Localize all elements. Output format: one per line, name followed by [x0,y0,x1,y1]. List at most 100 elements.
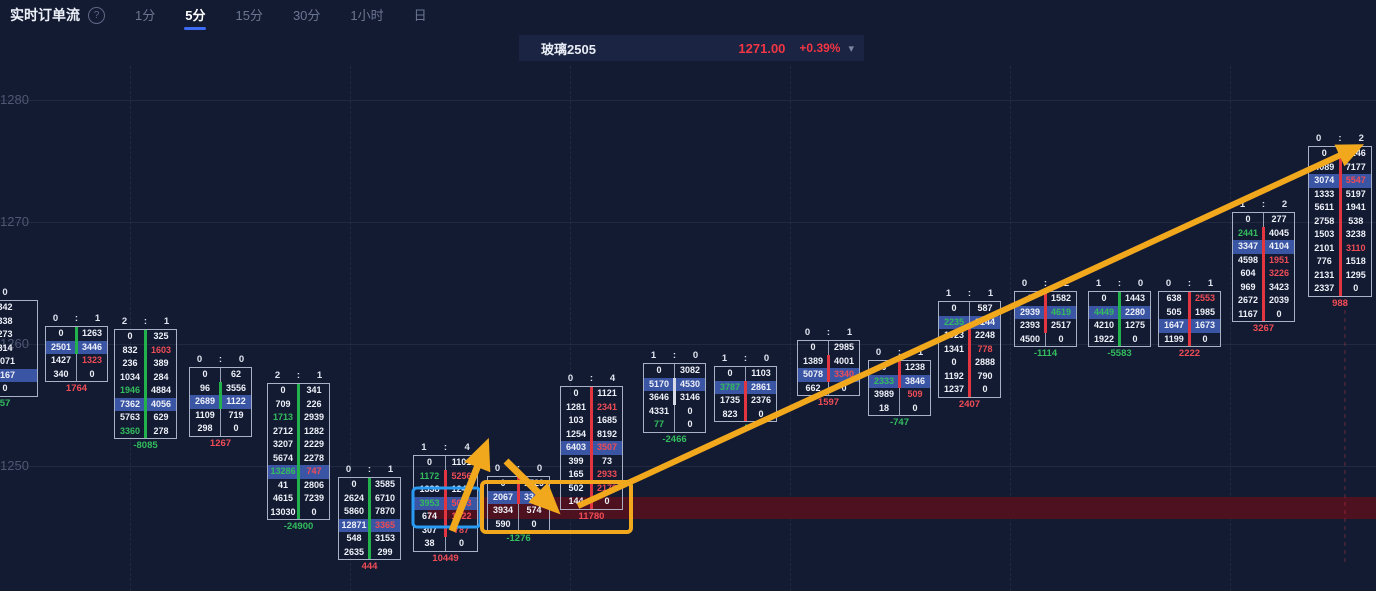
ask-volume: 1323 [76,354,107,368]
help-icon[interactable]: ? [88,6,105,24]
volume-row: 0 1103 [715,367,776,381]
imbalance-ratio: 1:0 [1095,278,1144,289]
ask-volume: 3556 [220,381,251,395]
footprint-column-18: 0:2 0 3146 4089 7177 3074 5547 1333 5197 5611 1941… [1308,133,1372,309]
imbalance-ratio: 0 [2,287,8,298]
footprint-column-9: 1:0 0 3082 5170 4530 3646 3146 4331 0 77 0 -2466 [643,350,706,445]
footprint-column-16: 0:1 638 2553 505 1985 1647 1673 1199 0 2222 [1158,278,1221,359]
ask-volume: 1243 [445,483,477,497]
bid-volume: 2635 [343,546,365,557]
delta-value: 444 [361,561,378,572]
ask-volume: 3365 [369,518,400,532]
ask-volume: 0 [298,505,329,519]
ask-volume: 0 [1263,307,1294,321]
bid-volume: 2333 [873,375,895,386]
bid-volume: 3934 [492,505,514,515]
gridline-h [0,466,1376,467]
ask-volume: 1603 [145,343,176,357]
ask-volume: 1238 [899,361,930,375]
ask-volume: 1122 [220,395,251,409]
volume-row: 662 0 [798,381,859,395]
candle-body-line [368,478,371,559]
bid-volume: 823 [722,408,738,419]
bid-volume: 2624 [343,492,365,503]
ask-volume: 3146 [1339,147,1372,161]
footprint-column-13: 1:1 0 587 2235 3144 1923 2248 1341 778 0 2888 1192 7… [938,288,1001,410]
bid-volume: 502 [568,482,584,493]
poc-row: 2235 3144 [939,315,1000,329]
volume-row: 814 [0,342,37,356]
y-axis-label: 1280 [0,92,29,107]
footprint-box: 0 3146 4089 7177 3074 5547 1333 5197 5611 1941 275… [1308,146,1372,297]
bid-volume: 1647 [1163,320,1185,330]
bid-volume: 0 [426,457,432,467]
tab-5分[interactable]: 5分 [183,1,207,30]
bid-volume: 590 [495,518,511,529]
ask-volume: 2888 [969,356,1000,370]
tab-15分[interactable]: 15分 [235,7,263,23]
bid-volume: 709 [275,398,291,409]
ask-volume: 0 [518,517,549,531]
ask-volume: 1685 [591,414,622,428]
bid-volume: 4449 [1093,306,1115,317]
ask-volume: 389 [145,357,176,371]
bid-volume: 0 [58,328,64,338]
footprint-column-15: 1:0 0 1443 4449 2280 4210 1275 1922 0 -5583 [1088,278,1151,359]
y-axis-label: 1270 [0,214,29,229]
poc-row: 2167 [0,368,37,382]
footprint-column-3: 0:0 0 62 96 3556 2689 1122 1109 719 298 0 1267 [189,354,252,449]
ask-volume: 1582 [1045,292,1076,306]
bid-volume: 969 [1240,281,1256,292]
bid-volume: 18 [878,402,889,413]
chevron-down-icon: ▾ [848,42,854,55]
ask-volume: 299 [369,545,400,559]
imbalance-ratio: 1:0 [650,350,699,361]
bid-volume: 0 [202,369,208,379]
bid-volume: 3347 [1237,241,1259,251]
ask-volume: 73 [591,454,622,468]
ask-volume: 2933 [591,468,622,482]
bid-volume: 0 [951,303,957,313]
ask-volume: 2278 [298,451,329,465]
gridline-v [130,66,131,591]
ask-volume: 0 [745,407,776,421]
footprint-column-0: 0 342 338 273 814 2071 2167 0 57 [0,287,38,409]
ask-volume: 2806 [298,478,329,492]
bid-volume: 5170 [648,378,670,389]
ask-volume: 814 [0,342,13,353]
imbalance-ratio: 1:0 [721,353,770,364]
imbalance-ratio: 0:1 [52,313,101,324]
tab-1小时[interactable]: 1小时 [350,7,384,23]
tab-1分[interactable]: 1分 [135,7,156,23]
volume-row: 1427 1323 [46,354,107,368]
footprint-box: 0 3585 2624 6710 5860 7870 12871 3365 548 3153 263… [338,477,401,560]
bid-volume: 1172 [419,470,440,481]
footprint-box: 0 1582 2939 4619 2393 2517 4500 0 [1014,291,1077,347]
volume-row: 3989 509 [869,388,930,402]
ask-volume: 787 [445,523,477,537]
bid-volume: 3953 [419,497,440,508]
bid-volume: 0 [127,331,133,341]
footprint-box: 0 587 2235 3144 1923 2248 1341 778 0 2888 1192 790 1… [938,301,1001,398]
instrument-selector[interactable]: 玻璃2505 1271.00 +0.39% ▾ [519,35,864,61]
candle-body-line [297,384,300,519]
footprint-box: 0 2985 1389 4001 5078 3340 662 0 [797,340,860,396]
ask-volume: 325 [145,330,176,344]
volume-row: 4500 0 [1015,332,1076,346]
tab-30分[interactable]: 30分 [292,7,321,23]
footprint-column-8: 0:4 0 1121 1281 2341 103 1685 1254 8192 6403 3507 3… [560,373,623,522]
volume-row: 0 62 [190,368,251,382]
bid-volume: 4500 [1019,333,1041,344]
footprint-box: 0 1121 1281 2341 103 1685 1254 8192 6403 3507 399 7… [560,386,623,510]
ask-volume: 1101 [445,456,477,470]
ask-volume: 5547 [1339,174,1372,188]
bid-volume: 832 [122,344,138,355]
tab-日[interactable]: 日 [413,7,427,23]
imbalance-ratio: 1:2 [1239,199,1288,210]
ask-volume: 4104 [1263,240,1294,254]
bid-volume: 1389 [802,355,824,366]
gridline-v [570,66,571,591]
volume-row: 18 0 [869,401,930,415]
volume-row: 0 587 [939,302,1000,316]
